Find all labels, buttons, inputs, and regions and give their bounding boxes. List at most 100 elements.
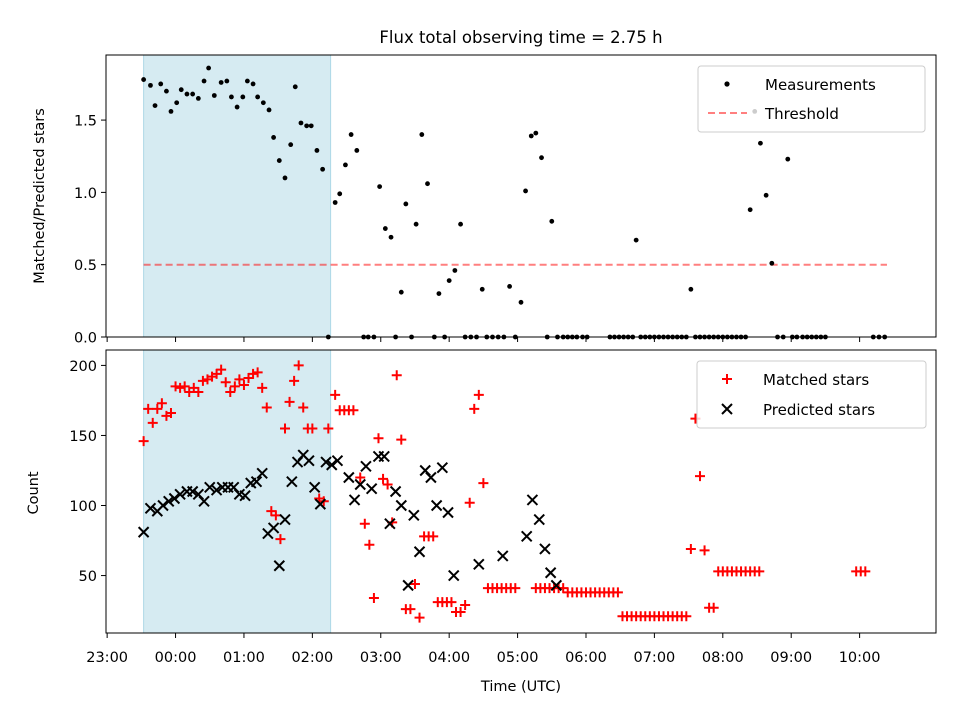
bottom-y-tick-label: 200 xyxy=(69,359,97,375)
matched-star-point xyxy=(225,387,236,398)
matched-star-point xyxy=(469,403,480,414)
measurement-point xyxy=(763,192,769,198)
x-tick-label: 07:00 xyxy=(633,650,675,666)
measurement-point xyxy=(190,91,196,97)
top-axes-frame xyxy=(105,54,937,338)
predicted-star-point xyxy=(303,454,315,467)
measurement-point xyxy=(518,299,524,305)
predicted-star-point xyxy=(286,475,298,488)
matched-star-point xyxy=(216,364,227,375)
measurement-point xyxy=(337,191,343,197)
matched-star-point xyxy=(455,606,466,617)
matched-star-point xyxy=(612,587,623,598)
matched-star-point xyxy=(685,543,696,554)
measurement-point xyxy=(298,120,304,126)
matched-star-point xyxy=(152,403,163,414)
measurement-point xyxy=(533,130,539,136)
measurement-point xyxy=(271,135,276,140)
matched-star-point xyxy=(175,382,186,393)
matched-star-point xyxy=(348,405,359,416)
measurement-point xyxy=(308,123,314,129)
predicted-star-point xyxy=(314,498,327,510)
measurement-point xyxy=(785,156,791,162)
matched-star-point xyxy=(368,592,379,603)
measurement-point xyxy=(211,93,217,98)
predicted-star-point xyxy=(239,489,251,502)
predicted-star-point xyxy=(395,499,407,512)
measurement-point xyxy=(152,103,158,109)
top-y-tick-label: 1.0 xyxy=(74,186,97,202)
matched-star-point xyxy=(860,566,871,577)
matched-star-point xyxy=(248,368,259,379)
matched-star-point xyxy=(464,497,475,508)
x-tick-label: 00:00 xyxy=(155,650,197,666)
predicted-star-point xyxy=(448,569,460,582)
measurement-point xyxy=(507,283,512,289)
measurement-point xyxy=(218,80,224,85)
measurement-point xyxy=(377,184,383,190)
matched-star-point xyxy=(396,434,407,445)
measurement-point xyxy=(168,109,174,114)
predicted-star-point xyxy=(326,459,338,471)
matched-star-point xyxy=(378,473,389,484)
matched-star-point xyxy=(252,367,263,378)
top-y-axis: 0.0 0.5 1.0 1.5 xyxy=(74,114,106,347)
measurement-point xyxy=(174,100,180,106)
measurement-point xyxy=(398,289,404,295)
matched-star-point xyxy=(238,380,249,391)
predicted-star-point xyxy=(430,499,443,512)
matched-star-point xyxy=(708,602,719,613)
measurement-point xyxy=(260,100,266,106)
matched-star-point xyxy=(293,360,304,371)
measurement-point xyxy=(266,107,272,113)
predicted-star-point xyxy=(162,495,175,508)
bottom-y-tick-label: 150 xyxy=(69,429,97,445)
matched-star-point xyxy=(355,472,366,483)
bottom-y-tick-label: 100 xyxy=(69,499,97,515)
matched-star-point xyxy=(270,510,281,521)
predicted-star-point xyxy=(331,454,344,467)
matched-star-point xyxy=(179,381,190,392)
matched-star-point xyxy=(147,417,158,428)
matched-star-point xyxy=(473,389,484,400)
matched-star-point xyxy=(699,545,710,556)
predicted-star-point xyxy=(354,478,366,491)
matched-star-point xyxy=(405,604,416,615)
predicted-star-point xyxy=(144,502,157,515)
measurement-point xyxy=(201,78,207,84)
x-tick-label: 01:00 xyxy=(223,650,265,666)
predicted-star-point xyxy=(348,494,361,506)
measurement-point xyxy=(758,140,763,146)
matched-star-point xyxy=(193,387,204,398)
predicted-star-point xyxy=(384,518,396,530)
measurement-point xyxy=(446,278,452,283)
predicted-star-point xyxy=(320,456,332,468)
predicted-star-point xyxy=(360,460,372,472)
measurement-point xyxy=(244,78,250,84)
bottom-y-tick-label: 50 xyxy=(79,569,97,585)
measurement-point xyxy=(255,94,261,100)
matched-star-point xyxy=(220,377,231,388)
predicted-star-point xyxy=(526,494,539,506)
matched-star-point xyxy=(275,534,286,545)
measurement-point xyxy=(413,221,419,227)
predicted-star-point xyxy=(204,481,216,494)
top-panel: 0.0 0.5 1.0 1.5 Matched/Predicted stars Mea… xyxy=(32,54,937,347)
matched-star-point xyxy=(364,539,375,550)
predicted-star-point xyxy=(256,467,268,479)
legend-measurements-marker xyxy=(724,81,730,87)
measurement-point xyxy=(288,142,294,148)
top-y-tick-label: 0.0 xyxy=(74,331,97,347)
matched-star-point xyxy=(298,402,309,413)
matched-star-point xyxy=(478,478,489,489)
predicted-star-point xyxy=(497,550,509,562)
measurement-point xyxy=(419,132,425,137)
legend-predicted-marker xyxy=(721,403,733,415)
matched-star-point xyxy=(284,396,295,407)
measurement-point xyxy=(304,123,310,129)
legend-threshold-label: Threshold xyxy=(764,105,839,123)
predicted-star-point xyxy=(250,475,263,488)
measurement-point xyxy=(479,286,485,292)
predicted-stars-series xyxy=(137,449,563,592)
matched-stars-series xyxy=(138,360,871,623)
